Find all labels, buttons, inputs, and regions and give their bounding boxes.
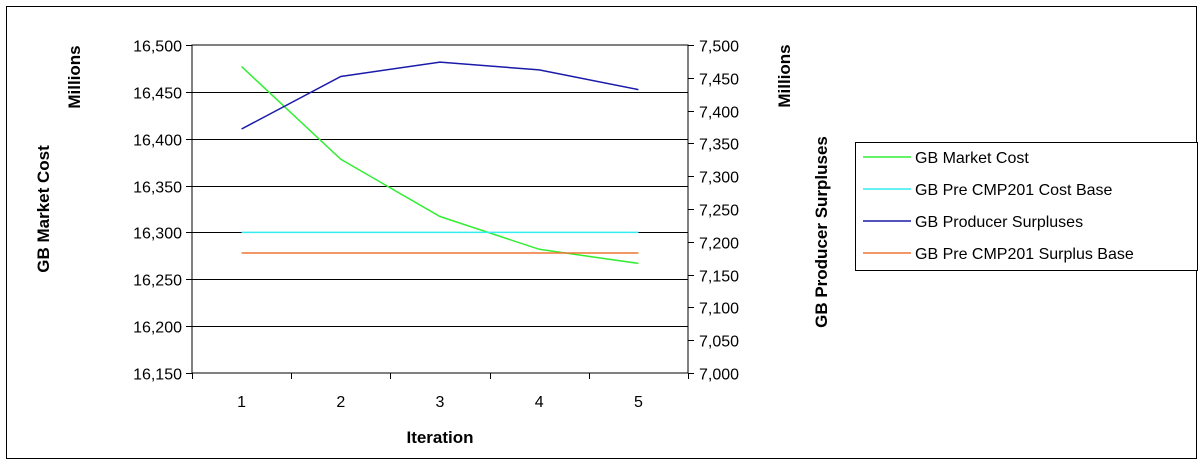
y-right-tick-label: 7,050 [699,334,739,351]
series-line-3 [241,61,639,130]
plot-area [191,44,689,374]
y-right-tick-label: 7,400 [699,105,739,122]
y-left-tick-label: 16,300 [133,226,182,243]
y-left-tick-label: 16,450 [133,86,182,103]
y-right-tick-label: 7,350 [699,137,739,154]
y-right-tick-label: 7,150 [699,269,739,286]
y-right-tick-label: 7,300 [699,170,739,187]
y-right-tick-label: 7,250 [699,203,739,220]
x-tick-label: 5 [634,394,643,411]
legend-label: GB Pre CMP201 Surplus Base [915,246,1134,263]
series-line-1 [241,66,639,265]
x-axis-label: Iteration [406,428,473,447]
x-axis: 1 2 3 4 5 [192,373,689,411]
x-tick-label: 1 [237,394,246,411]
y-right-axis-label: GB Producer Surpluses [812,136,831,328]
y-left-unit-label: Millions [65,45,84,108]
y-left-tick-label: 16,150 [133,367,182,384]
legend-label: GB Pre CMP201 Cost Base [915,182,1113,199]
y-right-tick-label: 7,450 [699,72,739,89]
y-left-axis-label: GB Market Cost [34,145,53,273]
legend-label: GB Market Cost [915,150,1029,167]
left-axis: 16,150 16,200 16,250 16,300 16,350 16,400 16,4… [133,39,192,384]
y-right-tick-label: 7,500 [699,39,739,56]
y-left-tick-label: 16,400 [133,133,182,150]
y-right-tick-label: 7,000 [699,367,739,384]
legend-label: GB Producer Surpluses [915,214,1083,231]
y-right-unit-label: Millions [775,44,794,107]
y-left-tick-label: 16,250 [133,273,182,290]
x-tick-label: 3 [436,394,445,411]
x-tick-label: 2 [336,394,345,411]
legend: GB Market Cost GB Pre CMP201 Cost Base GB … [855,142,1198,271]
y-left-tick-label: 16,200 [133,320,182,337]
right-axis: 7,000 7,050 7,100 7,150 7,200 7,250 7,300 7,350… [688,39,739,384]
y-left-tick-label: 16,500 [133,39,182,56]
y-right-tick-label: 7,200 [699,236,739,253]
y-left-tick-label: 16,350 [133,180,182,197]
y-right-tick-label: 7,100 [699,301,739,318]
x-tick-label: 4 [535,394,544,411]
series-lines [241,61,639,265]
legend-box [855,142,1198,271]
